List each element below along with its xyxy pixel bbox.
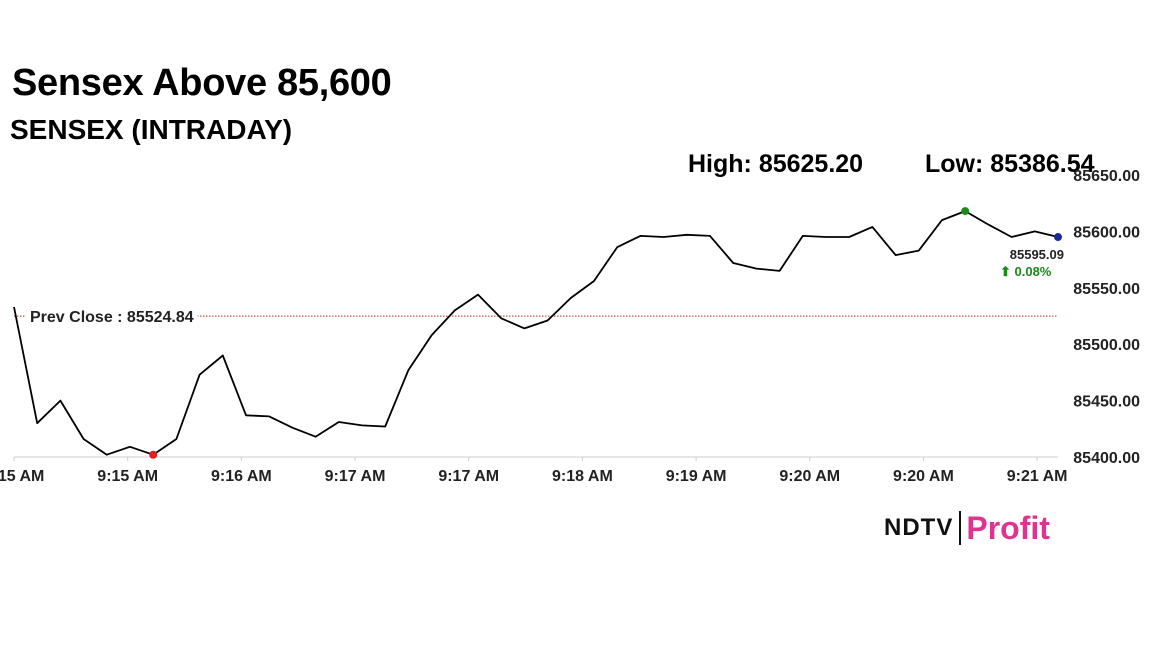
high-point-marker <box>961 207 970 216</box>
last-value-label: 85595.09 <box>1010 247 1064 262</box>
prev-close-label-bg <box>26 308 198 328</box>
x-tick-label: 9:18 AM <box>552 468 613 485</box>
y-tick-label: 85650.00 <box>1073 168 1140 185</box>
y-tick-label: 85400.00 <box>1073 450 1140 467</box>
x-tick-label: 9:17 AM <box>325 468 386 485</box>
x-tick-label: 9:15 AM <box>97 468 158 485</box>
ndtv-profit-logo: NDTV Profit <box>884 510 1050 546</box>
logo-brand: NDTV <box>884 514 954 541</box>
x-tick-label: 9:20 AM <box>893 468 954 485</box>
y-tick-label: 85450.00 <box>1073 394 1140 411</box>
y-tick-label: 85550.00 <box>1073 281 1140 298</box>
x-tick-label: 9:19 AM <box>666 468 727 485</box>
x-tick-label: 9:21 AM <box>1007 468 1068 485</box>
price-line <box>13 210 1059 456</box>
prev-close-label: Prev Close : 85524.84 <box>30 309 194 326</box>
x-tick-label: 9:15 AM <box>0 468 44 485</box>
change-percent-label: ⬆ 0.08% <box>1000 264 1052 279</box>
logo-divider <box>959 511 962 545</box>
x-tick-label: 9:17 AM <box>438 468 499 485</box>
y-tick-label: 85500.00 <box>1073 337 1140 354</box>
logo-product: Profit <box>966 509 1050 546</box>
low-point-marker <box>149 450 158 459</box>
x-tick-label: 9:16 AM <box>211 468 272 485</box>
last-point-marker <box>1054 233 1062 242</box>
chart-subtitle: SENSEX (INTRADAY) <box>10 114 293 145</box>
low-stat: Low: 85386.54 <box>925 150 1095 178</box>
high-stat: High: 85625.20 <box>688 150 864 178</box>
headline: Sensex Above 85,600 <box>12 62 392 104</box>
y-tick-label: 85600.00 <box>1073 224 1140 241</box>
x-tick-label: 9:20 AM <box>779 468 840 485</box>
